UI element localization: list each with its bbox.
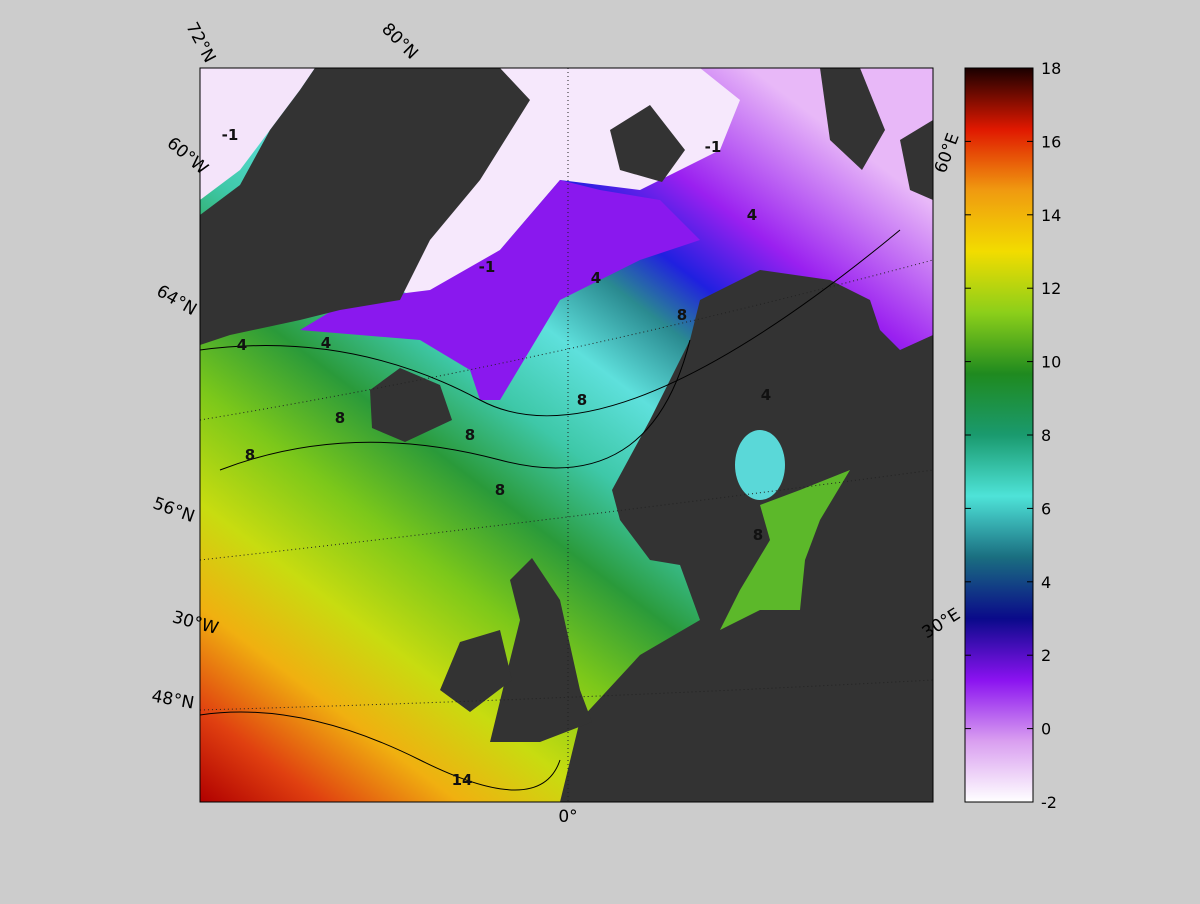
land (370, 368, 452, 442)
graticule-label: 48°N (150, 687, 196, 714)
contour-label: 8 (465, 426, 475, 444)
contour-label: -1 (705, 138, 722, 156)
graticule-label: 0° (558, 807, 577, 827)
colorbar-tick-label: 10 (1041, 353, 1061, 372)
land (200, 68, 530, 345)
inland-sea (735, 430, 785, 500)
graticule-label: 72°N (182, 19, 220, 66)
colorbar-tick-label: 0 (1041, 720, 1051, 739)
colorbar-tick-label: 8 (1041, 426, 1051, 445)
contour-label: -1 (222, 126, 239, 144)
inland-sea (720, 470, 850, 630)
colorbar-tick-label: 2 (1041, 646, 1051, 665)
land (820, 68, 885, 170)
land (900, 120, 933, 200)
land (560, 270, 933, 802)
contour-label: 4 (237, 336, 247, 354)
colorbar-tick-label: 14 (1041, 206, 1061, 225)
land (490, 558, 592, 742)
colorbar-tick-label: 18 (1041, 59, 1061, 78)
contour-label: 4 (591, 269, 601, 287)
cold-water (300, 180, 700, 400)
contour-label: 8 (495, 481, 505, 499)
graticule-label: 80°N (377, 19, 421, 63)
contour-label: 8 (577, 391, 587, 409)
land (610, 105, 685, 182)
contour-label: 8 (245, 446, 255, 464)
map-frame (199, 67, 934, 803)
colorbar-tick-label: 16 (1041, 132, 1061, 151)
contour-label: 4 (747, 206, 757, 224)
contour-label: 4 (761, 386, 771, 404)
colorbar-tick-label: 4 (1041, 573, 1051, 592)
contour (219, 339, 691, 471)
colorbar-tick-label: 12 (1041, 279, 1061, 298)
contour (200, 229, 901, 417)
contour-label: 8 (677, 306, 687, 324)
contour-label: 8 (335, 409, 345, 427)
contour-label: 8 (753, 526, 763, 544)
contour-label: -1 (479, 258, 496, 276)
graticule-label: 64°N (153, 281, 200, 320)
graticule-label: 56°N (150, 494, 197, 527)
sea-ice (200, 68, 315, 200)
graticule-label: 60°E (931, 131, 964, 176)
land (440, 630, 512, 712)
contour-label: 14 (452, 771, 473, 789)
colorbar-tick-label: 6 (1041, 499, 1051, 518)
contour-label: 4 (321, 334, 331, 352)
colorbar (964, 67, 1034, 803)
map-area (200, 68, 933, 802)
colorbar-tick-label: -2 (1041, 793, 1057, 812)
contour (200, 711, 561, 791)
